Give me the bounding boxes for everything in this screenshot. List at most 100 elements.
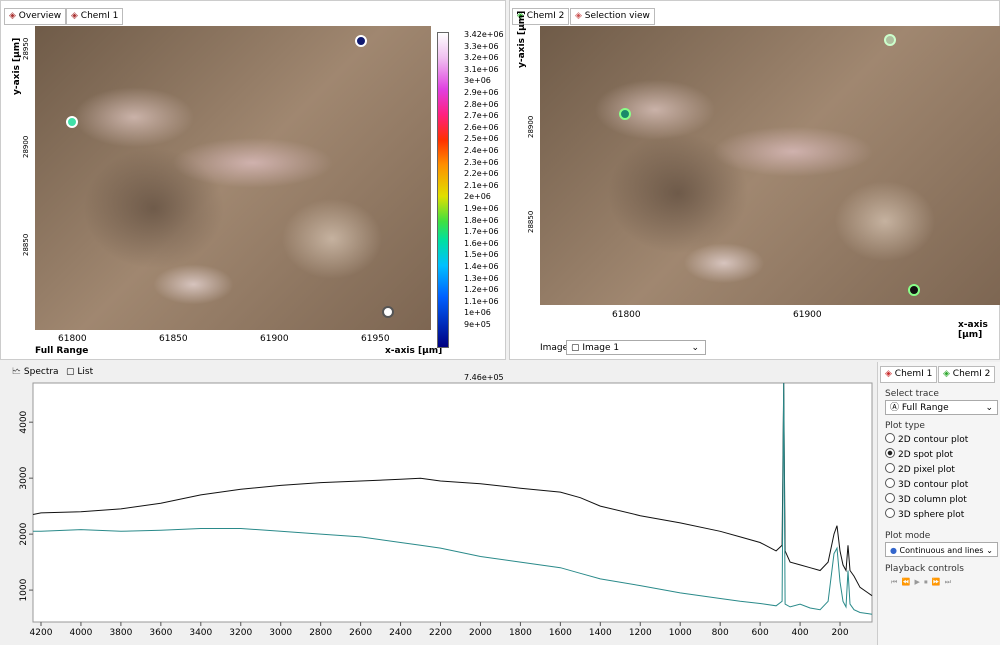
colorbar-label: 1.9e+06 bbox=[464, 204, 499, 213]
spectra-chart: 4200 4000 3800 3600 3400 3200 3000 2800 2600 2400… bbox=[19, 382, 873, 638]
y-tick-label: 28950 bbox=[22, 37, 30, 60]
trace-dropdown[interactable]: Ⓐ Full Range ⌄ bbox=[885, 400, 998, 415]
y-tick-label: 3000 bbox=[19, 466, 29, 489]
tab[interactable]: ◈ Overview bbox=[4, 8, 67, 25]
x-axis-label: x-axis [µm] bbox=[958, 320, 988, 340]
colorbar-label: 2.4e+06 bbox=[464, 146, 499, 155]
plot-mode-dropdown[interactable]: ● Continuous and lines ⌄ bbox=[885, 542, 998, 557]
tab[interactable]: ◈ ChemI 1 bbox=[880, 366, 938, 383]
x-tick-label: 1400 bbox=[589, 628, 612, 638]
spot[interactable] bbox=[619, 108, 631, 120]
x-tick-label: 2000 bbox=[469, 628, 492, 638]
tab[interactable]: ◈ ChemI 2 bbox=[512, 8, 570, 25]
colorbar-label: 1.1e+06 bbox=[464, 296, 499, 306]
colorbar-label: 2.6e+06 bbox=[464, 122, 499, 132]
x-tick-label: 2400 bbox=[389, 628, 412, 638]
colorbar-label: 7.46e+05 bbox=[464, 373, 504, 382]
x-axis-label: x-axis [µm] bbox=[385, 346, 443, 356]
tab[interactable]: ◈ Selection view bbox=[570, 8, 655, 25]
tab-label: Spectra bbox=[23, 367, 59, 377]
radio-option[interactable]: 3D column plot bbox=[885, 493, 967, 506]
radio-option[interactable]: 3D sphere plot bbox=[885, 508, 964, 521]
plot-area bbox=[32, 382, 873, 623]
x-tick-label: 800 bbox=[712, 628, 729, 638]
y-tick-label: 28900 bbox=[527, 115, 535, 138]
x-tick-label: 200 bbox=[831, 628, 848, 638]
spot[interactable] bbox=[908, 284, 920, 296]
tab-label: ChemI 2 bbox=[952, 369, 991, 379]
colorbar-label: 2.5e+06 bbox=[464, 134, 499, 144]
colorbar-label: 1.8e+06 bbox=[464, 215, 499, 225]
colorbar-label: 1.4e+06 bbox=[464, 262, 499, 271]
y-tick-label: 28900 bbox=[22, 135, 30, 158]
colorbar-label: 1.2e+06 bbox=[464, 285, 499, 295]
colorbar-label: 9e+05 bbox=[464, 320, 491, 329]
tab-label: ChemI 1 bbox=[80, 11, 119, 21]
radio-label: 3D contour plot bbox=[898, 480, 969, 490]
spot[interactable] bbox=[355, 35, 367, 47]
playback-buttons[interactable]: ⏮ ⏪ ▶ ⏹ ⏩ ⏭ bbox=[891, 578, 953, 586]
x-tick-label: 600 bbox=[752, 628, 769, 638]
colorbar-label: 3.1e+06 bbox=[464, 64, 499, 74]
tab[interactable]: ◈ ChemI 2 bbox=[938, 366, 996, 383]
colorbar-label: 2.8e+06 bbox=[464, 99, 499, 109]
dropdown-value: Image 1 bbox=[582, 343, 620, 353]
x-tick-label: 61900 bbox=[793, 310, 822, 320]
y-tick-label: 2000 bbox=[19, 522, 29, 545]
radio-option[interactable]: 2D pixel plot bbox=[885, 463, 955, 476]
x-tick-label: 3000 bbox=[269, 628, 292, 638]
spot[interactable] bbox=[884, 34, 896, 46]
y-tick-label: 28850 bbox=[527, 210, 535, 233]
tab[interactable]: ▢ List bbox=[66, 367, 94, 377]
section-label: Plot mode bbox=[885, 531, 931, 541]
radio-label: 2D pixel plot bbox=[898, 465, 955, 475]
x-tick-label: 3400 bbox=[189, 628, 212, 638]
x-tick-label: 3200 bbox=[229, 628, 252, 638]
colorbar-label: 1.6e+06 bbox=[464, 238, 499, 248]
x-tick-label: 61800 bbox=[612, 310, 641, 320]
x-tick-label: 3800 bbox=[109, 628, 132, 638]
colorbar-label: 3e+06 bbox=[464, 76, 491, 86]
radio-label: 3D sphere plot bbox=[898, 510, 965, 520]
colorbar-label: 3.3e+06 bbox=[464, 41, 499, 51]
dropdown-value: Full Range bbox=[901, 403, 949, 413]
radio-label: 2D contour plot bbox=[898, 435, 969, 445]
x-tick-label: 4000 bbox=[69, 628, 92, 638]
colorbar-label: 2e+06 bbox=[464, 192, 491, 202]
spot[interactable] bbox=[382, 306, 394, 318]
colorbar-label: 3.42e+06 bbox=[464, 30, 504, 39]
x-tick-label: 400 bbox=[791, 628, 808, 638]
radio-option[interactable]: 2D spot plot bbox=[885, 448, 953, 461]
section-label: Playback controls bbox=[885, 564, 964, 574]
section-label: Select trace bbox=[885, 389, 939, 399]
spot[interactable] bbox=[66, 116, 78, 128]
tab-label: ChemI 1 bbox=[894, 369, 933, 379]
radio-option[interactable]: 2D contour plot bbox=[885, 433, 968, 446]
tab[interactable]: ◈ ChemI 1 bbox=[66, 8, 124, 25]
y-tick-label: 1000 bbox=[19, 578, 29, 601]
y-tick-label: 4000 bbox=[19, 410, 29, 433]
colorbar-label: 2.7e+06 bbox=[464, 111, 499, 121]
colorbar-label: 2.2e+06 bbox=[464, 169, 499, 179]
radio-option[interactable]: 3D contour plot bbox=[885, 478, 968, 491]
colorbar-label: 1.5e+06 bbox=[464, 250, 499, 260]
colorbar-label: 2.3e+06 bbox=[464, 157, 499, 167]
colorbar-label: 1e+06 bbox=[464, 308, 491, 318]
x-tick-label: 2200 bbox=[429, 628, 452, 638]
image-label: Image: bbox=[540, 343, 572, 353]
x-tick-label: 1800 bbox=[509, 628, 532, 638]
tab[interactable]: 🗠 Spectra bbox=[12, 367, 59, 377]
microscope-image bbox=[35, 26, 431, 330]
tab-label: Overview bbox=[18, 11, 62, 21]
radio-label: 2D spot plot bbox=[898, 450, 954, 460]
section-label: Plot type bbox=[885, 421, 925, 431]
trace-label: Full Range bbox=[35, 346, 89, 356]
image-dropdown[interactable]: ▢ Image 1 ⌄ bbox=[566, 340, 706, 355]
microscope-image bbox=[540, 26, 1000, 305]
spectrum-line bbox=[33, 382, 873, 615]
colorbar-label: 2.1e+06 bbox=[464, 180, 499, 190]
x-tick-label: 61850 bbox=[159, 334, 188, 344]
colorbar-label: 1.3e+06 bbox=[464, 273, 499, 283]
radio-label: 3D column plot bbox=[898, 495, 967, 505]
